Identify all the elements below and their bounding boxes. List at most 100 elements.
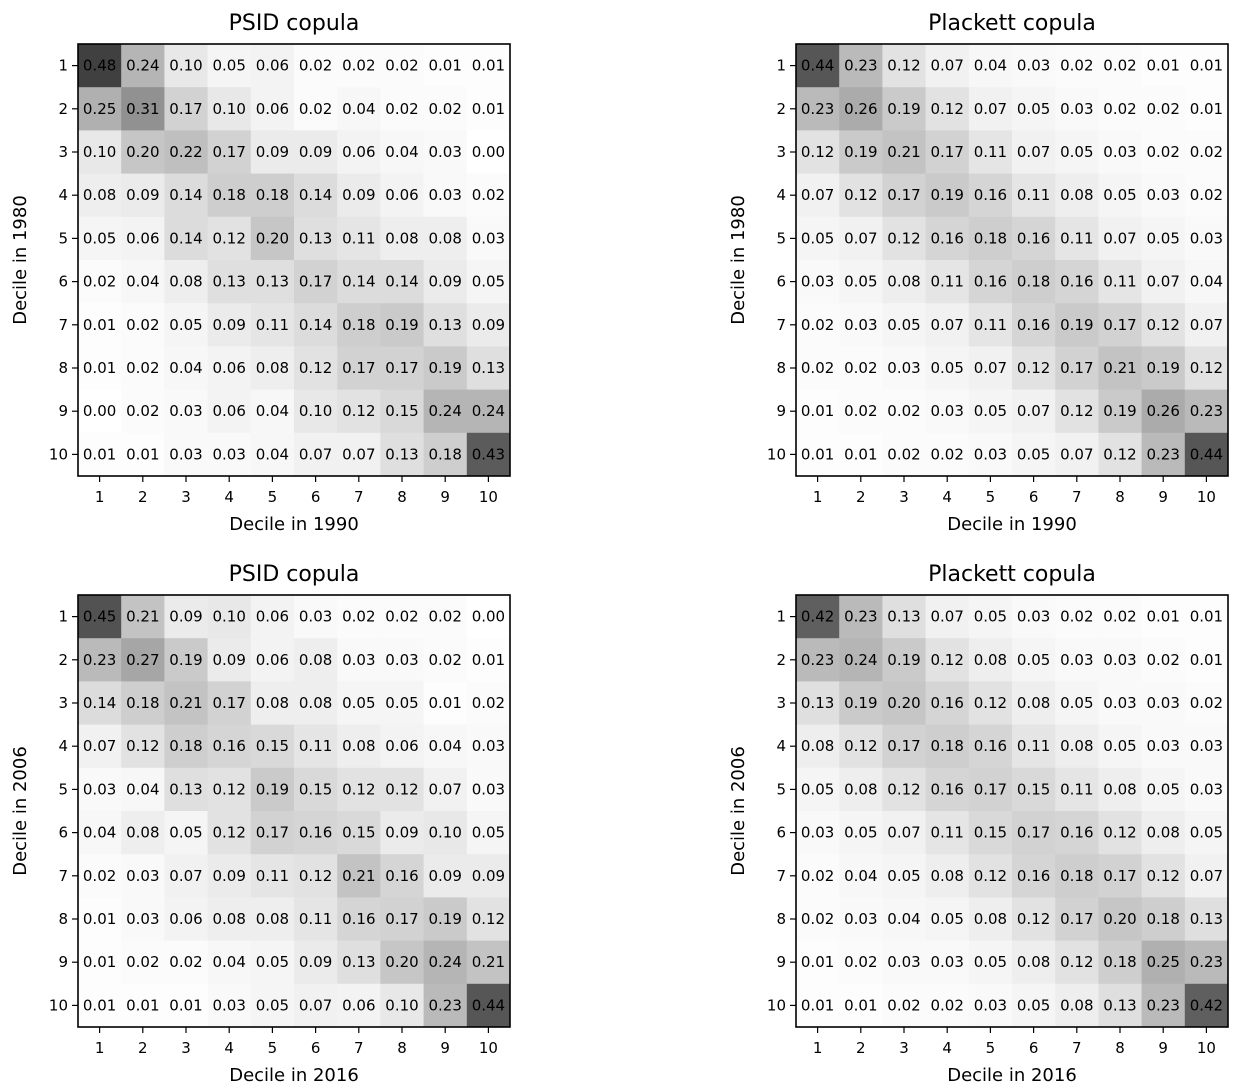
heatmap-cell — [466, 44, 511, 88]
heatmap-cell — [250, 346, 295, 391]
cell-value-label: 0.16 — [1017, 867, 1050, 885]
heatmap-cell — [1055, 44, 1099, 88]
cell-value-label: 0.25 — [1146, 953, 1179, 971]
heatmap-cell — [121, 44, 165, 88]
heatmap-cell — [423, 681, 468, 726]
cell-value-label: 0.43 — [472, 445, 505, 463]
cell-value-label: 0.12 — [801, 143, 834, 161]
cell-value-label: 0.05 — [256, 953, 289, 971]
heatmap-cell — [337, 216, 381, 261]
heatmap-cell — [250, 724, 295, 769]
x-tick-label: 1 — [813, 1039, 823, 1057]
cell-value-label: 0.02 — [1146, 651, 1179, 669]
cell-value-label: 0.03 — [169, 402, 202, 420]
heatmap-cell — [882, 87, 927, 131]
cell-value-label: 0.02 — [342, 57, 375, 75]
cell-value-label: 0.12 — [1190, 359, 1223, 377]
heatmap-cell — [1098, 811, 1143, 855]
heatmap-cell — [207, 681, 252, 726]
heatmap-cell — [250, 87, 295, 131]
cell-value-label: 0.08 — [169, 273, 202, 291]
y-tick-label: 6 — [776, 273, 786, 291]
cell-value-label: 0.12 — [1146, 316, 1179, 334]
cell-value-label: 0.12 — [887, 780, 920, 798]
y-tick-label: 10 — [767, 996, 786, 1014]
heatmap-cell — [839, 724, 883, 769]
heatmap-cell — [164, 44, 209, 88]
cell-value-label: 0.03 — [887, 359, 920, 377]
cell-value-label: 0.02 — [1103, 608, 1136, 626]
cell-value-label: 0.16 — [1017, 229, 1050, 247]
cell-value-label: 0.00 — [83, 402, 116, 420]
heatmap-cell — [796, 854, 840, 898]
x-tick-label: 5 — [268, 1039, 278, 1057]
heatmap-cell — [796, 983, 840, 1028]
heatmap-cell — [337, 854, 381, 898]
heatmap-cell — [78, 389, 122, 434]
cell-value-label: 0.06 — [212, 402, 245, 420]
cell-value-label: 0.02 — [126, 953, 159, 971]
heatmap-cell — [1098, 940, 1143, 985]
heatmap-cell — [423, 767, 468, 812]
cell-value-label: 0.12 — [299, 867, 332, 885]
heatmap-cell — [250, 638, 295, 682]
heatmap-cell — [380, 87, 425, 131]
cell-value-label: 0.12 — [1103, 824, 1136, 842]
cell-value-label: 0.01 — [126, 996, 159, 1014]
heatmap-cell — [1055, 432, 1099, 477]
x-tick-label: 2 — [138, 488, 148, 506]
heatmap-cell — [968, 595, 1013, 639]
heatmap-cell — [1055, 638, 1099, 682]
heatmap-cell — [1141, 638, 1186, 682]
heatmap-cell — [1184, 724, 1229, 769]
heatmap-cell — [968, 681, 1013, 726]
cell-value-label: 0.03 — [930, 953, 963, 971]
heatmap-cell — [294, 389, 338, 434]
heatmap-cell — [1012, 681, 1056, 726]
cell-value-label: 0.03 — [1146, 737, 1179, 755]
heatmap-cell — [1184, 216, 1229, 261]
heatmap-cell — [121, 983, 165, 1028]
heatmap-cell — [466, 130, 511, 175]
cell-value-label: 0.17 — [1103, 316, 1136, 334]
heatmap-cell — [164, 854, 209, 898]
cell-value-label: 0.11 — [342, 229, 375, 247]
heatmap-cell — [466, 595, 511, 639]
x-tick-label: 3 — [899, 1039, 909, 1057]
heatmap-cell — [337, 130, 381, 175]
x-tick-label: 8 — [1115, 1039, 1125, 1057]
x-axis-label: Decile in 2016 — [947, 1065, 1077, 1084]
y-tick-label: 5 — [58, 229, 68, 247]
heatmap-cell — [380, 940, 425, 985]
cell-value-label: 0.15 — [974, 824, 1007, 842]
cell-value-label: 0.01 — [472, 57, 505, 75]
cell-value-label: 0.12 — [212, 824, 245, 842]
y-tick-label: 3 — [58, 143, 68, 161]
heatmap-cell — [1098, 595, 1143, 639]
y-tick-label: 1 — [776, 57, 786, 75]
y-tick-label: 1 — [776, 608, 786, 626]
y-tick-label: 8 — [776, 910, 786, 928]
x-axis-label: Decile in 1990 — [947, 514, 1077, 535]
heatmap-cell — [1184, 940, 1229, 985]
cell-value-label: 0.01 — [1190, 651, 1223, 669]
cell-value-label: 0.08 — [256, 359, 289, 377]
cell-value-label: 0.17 — [1017, 824, 1050, 842]
cell-value-label: 0.02 — [428, 608, 461, 626]
heatmap-cell — [294, 173, 338, 218]
cell-value-label: 0.08 — [428, 229, 461, 247]
heatmap-cell — [164, 432, 209, 477]
cell-value-label: 0.07 — [974, 100, 1007, 118]
cell-value-label: 0.01 — [428, 694, 461, 712]
cell-value-label: 0.03 — [1103, 694, 1136, 712]
heatmap-cell — [423, 130, 468, 175]
cell-value-label: 0.04 — [169, 359, 202, 377]
cell-value-label: 0.03 — [169, 445, 202, 463]
cell-value-label: 0.12 — [1146, 867, 1179, 885]
heatmap-cell — [1055, 897, 1099, 942]
cell-value-label: 0.13 — [428, 316, 461, 334]
heatmap-cell — [1098, 216, 1143, 261]
cell-value-label: 0.05 — [1146, 780, 1179, 798]
cell-value-label: 0.08 — [256, 910, 289, 928]
x-tick-label: 7 — [1072, 488, 1082, 506]
